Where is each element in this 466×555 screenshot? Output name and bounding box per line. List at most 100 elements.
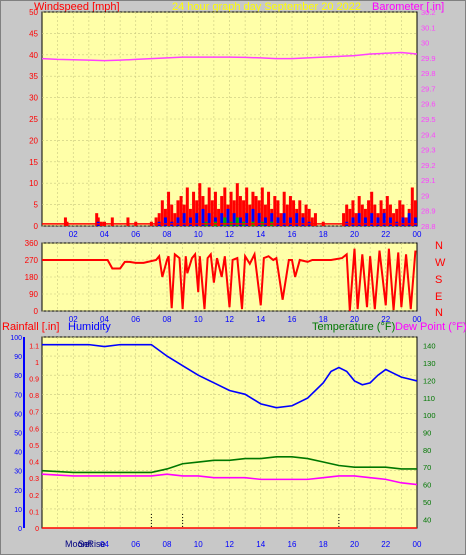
humidity-xtick-2: 08 xyxy=(163,540,172,549)
wind-bar-1-17 xyxy=(176,200,180,226)
wind-ytick-3: 15 xyxy=(29,158,38,167)
wind-bar-1-64 xyxy=(345,204,349,226)
wind-bar-1-72 xyxy=(370,191,374,226)
barometer-ytick-7: 29.5 xyxy=(421,115,436,124)
direction-letter-w: W xyxy=(435,257,446,269)
wind-bar-1-83 xyxy=(404,217,408,226)
humidity-ytick-3: 30 xyxy=(14,469,22,476)
wind-xtick-4: 10 xyxy=(194,230,203,239)
axis-labels: 0510152025303540455028.828.92929.129.229… xyxy=(10,8,435,549)
wind-ytick-5: 25 xyxy=(29,115,38,124)
wind-bar-1-53 xyxy=(288,196,292,226)
wind-bar-1-61 xyxy=(313,213,317,226)
wind-ytick-4: 20 xyxy=(29,136,38,145)
wind-bar-1-27 xyxy=(207,187,211,226)
wind-bar-2-37 xyxy=(413,217,417,226)
humidity-xtick-7: 18 xyxy=(319,540,328,549)
humidity-ytick-8: 80 xyxy=(14,373,22,380)
wind-bar-2-15 xyxy=(245,213,249,226)
wind-bar-2-2 xyxy=(163,217,167,226)
wind-xtick-9: 20 xyxy=(350,230,359,239)
chart-subtitle: 24 hour graph day September 20 2022 xyxy=(172,1,361,13)
wind-bar-2-16 xyxy=(251,208,255,226)
rain-ytick-2: 0.2 xyxy=(29,493,39,500)
direction-ytick-0: 0 xyxy=(34,307,39,316)
humidity-xtick-8: 20 xyxy=(350,540,359,549)
barometer-axis-title: Barometer [.in] xyxy=(372,1,444,13)
wind-bar-1-39 xyxy=(245,187,249,226)
direction-xtick-6: 14 xyxy=(256,315,265,324)
wind-bar-2-36 xyxy=(407,213,411,226)
wind-bar-2-9 xyxy=(207,213,211,226)
direction-letter-n-top: N xyxy=(435,240,443,252)
wind-bar-2-6 xyxy=(188,217,192,226)
humidity-ytick-0: 0 xyxy=(18,526,22,533)
wind-bar-1-10 xyxy=(154,217,158,226)
wind-panel-grid xyxy=(42,11,417,227)
wind-bar-1-48 xyxy=(273,196,277,226)
barometer-ytick-9: 29.7 xyxy=(421,84,436,93)
rain-ytick-5: 0.5 xyxy=(29,443,39,450)
humidity-xtick-4: 12 xyxy=(225,540,234,549)
wind-xtick-8: 18 xyxy=(319,230,328,239)
direction-xtick-11: 00 xyxy=(413,315,422,324)
temp-ytick-9: 130 xyxy=(423,359,436,368)
direction-letter-s: S xyxy=(435,274,442,286)
wind-bar-2-32 xyxy=(382,213,386,226)
rain-ytick-3: 0.3 xyxy=(29,476,39,483)
wind-bar-1-34 xyxy=(229,191,233,226)
humidity-ytick-10: 100 xyxy=(10,335,22,342)
wind-bar-1-46 xyxy=(267,191,271,226)
wind-xtick-7: 16 xyxy=(288,230,297,239)
wind-bar-2-12 xyxy=(226,208,230,226)
wind-ytick-10: 50 xyxy=(29,8,38,17)
direction-letter-n-bottom: N xyxy=(435,307,443,319)
wind-bar-2-7 xyxy=(195,213,199,226)
wind-bar-1-44 xyxy=(260,187,264,226)
barometer-ytick-11: 29.9 xyxy=(421,54,436,63)
wind-bar-1-77 xyxy=(385,196,389,226)
wind-bar-1-18 xyxy=(179,196,183,226)
wind-bar-2-30 xyxy=(370,213,374,226)
wind-bar-1-52 xyxy=(285,204,289,226)
barometer-ytick-13: 30.1 xyxy=(421,23,436,32)
wind-bar-1-42 xyxy=(254,196,258,226)
wind-bar-1-81 xyxy=(398,200,402,226)
wind-bar-1-82 xyxy=(401,204,405,226)
wind-bar-1-75 xyxy=(379,200,383,226)
wind-xtick-2: 06 xyxy=(131,230,140,239)
direction-ytick-2: 180 xyxy=(25,273,39,282)
direction-xtick-5: 12 xyxy=(225,315,234,324)
barometer-ytick-10: 29.8 xyxy=(421,69,436,78)
humidity-xtick-5: 14 xyxy=(256,540,265,549)
humidity-ytick-6: 60 xyxy=(14,411,22,418)
wind-xtick-10: 22 xyxy=(381,230,390,239)
wind-bar-1-37 xyxy=(238,196,242,226)
temperature-axis-title: Temperature (°F) xyxy=(312,321,395,333)
wind-bar-1-0 xyxy=(63,217,67,226)
direction-ytick-4: 360 xyxy=(25,239,39,248)
wind-bar-2-29 xyxy=(363,217,367,226)
rain-ytick-1: 0.1 xyxy=(29,509,39,516)
rain-ytick-8: 0.8 xyxy=(29,393,39,400)
wind-bar-2-18 xyxy=(263,217,267,226)
series-line-0 xyxy=(42,343,418,409)
wind-bar-2-8 xyxy=(201,208,205,226)
wind-bar-1-58 xyxy=(304,204,308,226)
rain-ytick-4: 0.4 xyxy=(29,460,39,467)
temp-ytick-0: 40 xyxy=(423,515,431,524)
wind-bar-1-85 xyxy=(410,187,414,226)
wind-xtick-5: 12 xyxy=(225,230,234,239)
series-line-2 xyxy=(41,473,418,486)
humidity-ytick-1: 10 xyxy=(14,507,22,514)
wind-ytick-7: 35 xyxy=(29,72,38,81)
wind-bar-1-28 xyxy=(210,200,214,226)
wind-xtick-0: 02 xyxy=(69,230,78,239)
temp-ytick-8: 120 xyxy=(423,376,436,385)
temp-ytick-3: 70 xyxy=(423,463,431,472)
humidity-xtick-10: 00 xyxy=(413,540,422,549)
wind-ytick-6: 30 xyxy=(29,94,38,103)
humidity-ytick-9: 90 xyxy=(14,354,22,361)
wind-bar-1-54 xyxy=(292,200,296,226)
